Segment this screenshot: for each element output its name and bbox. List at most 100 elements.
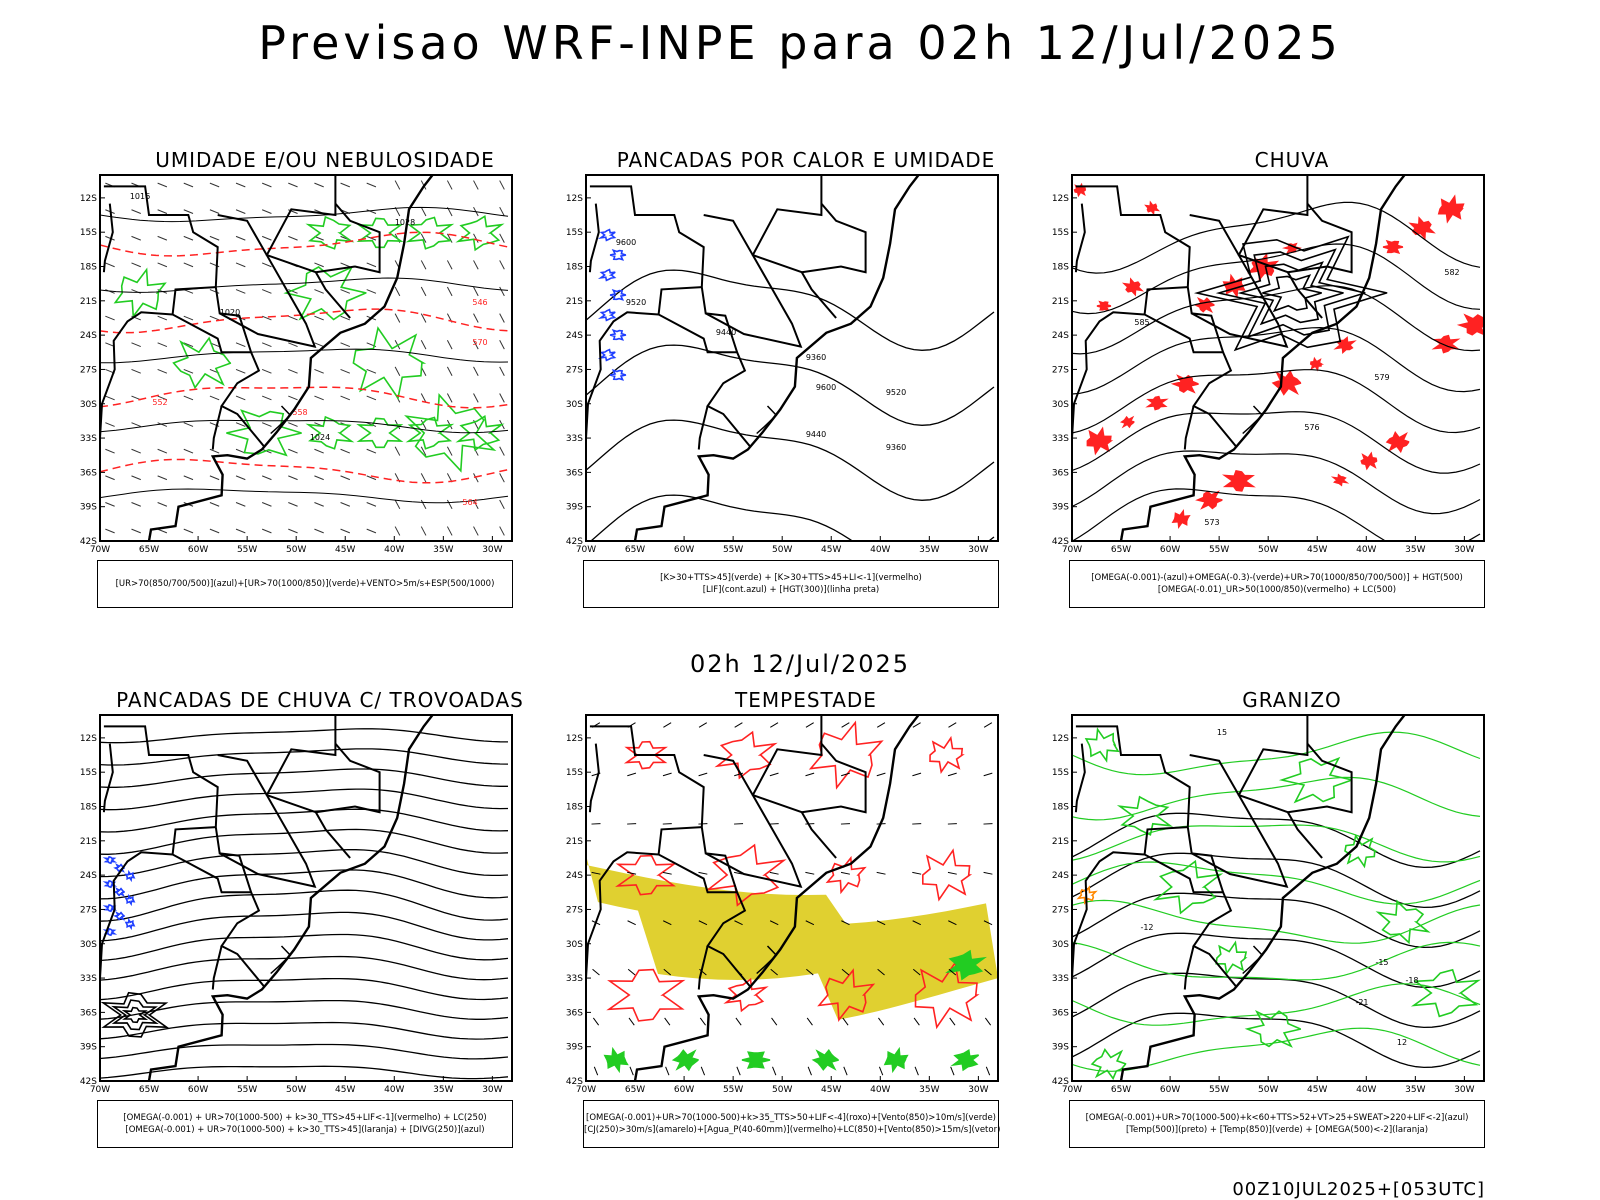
rain-area xyxy=(1171,508,1191,530)
wind-vector xyxy=(157,528,168,534)
border-line xyxy=(315,742,381,814)
legend-tempestade: [OMEGA(-0.001)+UR>70(1000-500)+k>35_TTS>… xyxy=(583,1100,1000,1148)
humidity-contour-green xyxy=(305,215,355,250)
temp850-contour xyxy=(1215,940,1248,976)
lat-label: 27S xyxy=(1052,365,1069,375)
wind-vector xyxy=(340,342,351,348)
streamline xyxy=(100,889,509,922)
wind-vector xyxy=(340,502,351,507)
streamline xyxy=(723,977,769,1013)
border-line xyxy=(1143,826,1224,894)
map-granizo: -12 -15 -18 -21 12 15 12S 15S 18S 21S 24S 27S 30S 33S… xyxy=(1052,714,1485,1095)
wind-vector xyxy=(499,473,505,483)
wind-vector xyxy=(499,446,505,456)
lon-label: 50W xyxy=(772,545,792,555)
wind-vector xyxy=(420,260,427,270)
wind-vector xyxy=(261,395,272,401)
wind-vector xyxy=(878,1066,884,1076)
map-chuva: 585 582 579 576 573 12S 15S 18S 21S 24S 27S 30S 33S 3… xyxy=(1052,174,1485,555)
wind-vector xyxy=(157,475,168,481)
streamline xyxy=(121,1006,149,1024)
lon-label: 50W xyxy=(772,1085,792,1095)
wind-vector xyxy=(261,209,272,214)
wind-vector xyxy=(183,182,194,188)
lake-outline xyxy=(1242,405,1264,435)
lat-label: 39S xyxy=(566,503,583,513)
wind-vector xyxy=(499,260,505,270)
temp850-contour xyxy=(1344,833,1379,869)
lat-label: 24S xyxy=(80,871,97,881)
streamline xyxy=(825,855,867,895)
wind-vector xyxy=(235,235,246,241)
rain-area xyxy=(1119,415,1135,429)
humidity-contour-green xyxy=(172,336,232,390)
contour-label: 546 xyxy=(472,298,487,307)
wind-vector xyxy=(131,422,141,427)
wind-vector xyxy=(877,968,885,976)
contour-label: 573 xyxy=(1204,518,1219,527)
lat-label: 42S xyxy=(80,537,97,547)
wind-vector xyxy=(473,260,479,270)
contour-label: 9440 xyxy=(806,430,826,439)
wind-vector xyxy=(314,315,324,321)
wind-vector xyxy=(772,1066,777,1076)
panel-title: TEMPESTADE xyxy=(735,688,877,712)
border-line xyxy=(588,203,600,273)
lat-label: 33S xyxy=(80,974,97,984)
rain-area xyxy=(1144,200,1161,216)
contour-label: -15 xyxy=(1375,958,1388,967)
wind-vector xyxy=(157,315,168,321)
lon-label: 45W xyxy=(1307,1085,1327,1095)
wind-vector xyxy=(734,920,743,926)
map-frame xyxy=(585,714,999,1082)
wind-vector xyxy=(314,182,324,188)
wind-vector xyxy=(473,233,479,243)
legend-line-1: [K>30+TTS>45](verde) + [K>30+TTS>45+LI<-… xyxy=(660,573,922,583)
legend-line-1: [OMEGA(-0.001)+UR>70(1000-500)+k<60+TTS>… xyxy=(1085,1113,1469,1123)
rain-area xyxy=(1193,296,1215,313)
wind-vector xyxy=(340,448,351,454)
wind-vector xyxy=(394,180,401,190)
wind-vector xyxy=(261,342,272,348)
lat-label: 30S xyxy=(80,940,97,950)
temp850-contour xyxy=(1152,859,1224,915)
streamline xyxy=(615,854,677,896)
streamline xyxy=(817,968,876,1022)
lon-label: 60W xyxy=(674,1085,694,1095)
wind-vector xyxy=(183,209,194,214)
wind-vector xyxy=(235,528,246,534)
streamline xyxy=(606,968,686,1022)
wind-vector xyxy=(950,1066,955,1076)
wind-vector xyxy=(209,448,220,454)
wind-vector xyxy=(807,1066,812,1076)
lat-label: 12S xyxy=(1052,194,1069,204)
wind-vector xyxy=(499,393,505,403)
lon-label: 35W xyxy=(433,545,453,555)
wind-vector xyxy=(261,422,272,427)
wind-vector xyxy=(770,968,778,976)
wind-vector xyxy=(700,1066,706,1076)
wind-vector xyxy=(770,722,779,728)
wind-vector xyxy=(394,446,401,456)
coastline xyxy=(147,175,435,541)
border-line xyxy=(657,826,738,894)
humidity-contour-green xyxy=(113,267,167,319)
wind-vector xyxy=(499,499,505,510)
wind-vector xyxy=(366,448,377,454)
wind-vector xyxy=(105,422,115,427)
contour-label: 576 xyxy=(1304,423,1319,432)
lat-label: 21S xyxy=(1052,837,1069,847)
lat-label: 24S xyxy=(80,331,97,341)
wind850-area xyxy=(741,1051,771,1069)
contour-label: 1020 xyxy=(220,308,240,317)
wind-vector xyxy=(593,1066,599,1076)
map-frame xyxy=(585,174,999,542)
border-line xyxy=(705,715,823,888)
streamline xyxy=(100,828,509,855)
lon-label: 50W xyxy=(1258,545,1278,555)
lake-outline xyxy=(1242,945,1264,975)
legend-pancadas-calor: [K>30+TTS>45](verde) + [K>30+TTS>45+LI<-… xyxy=(583,560,999,608)
lat-label: 12S xyxy=(566,194,583,204)
wind-vector xyxy=(734,722,743,728)
